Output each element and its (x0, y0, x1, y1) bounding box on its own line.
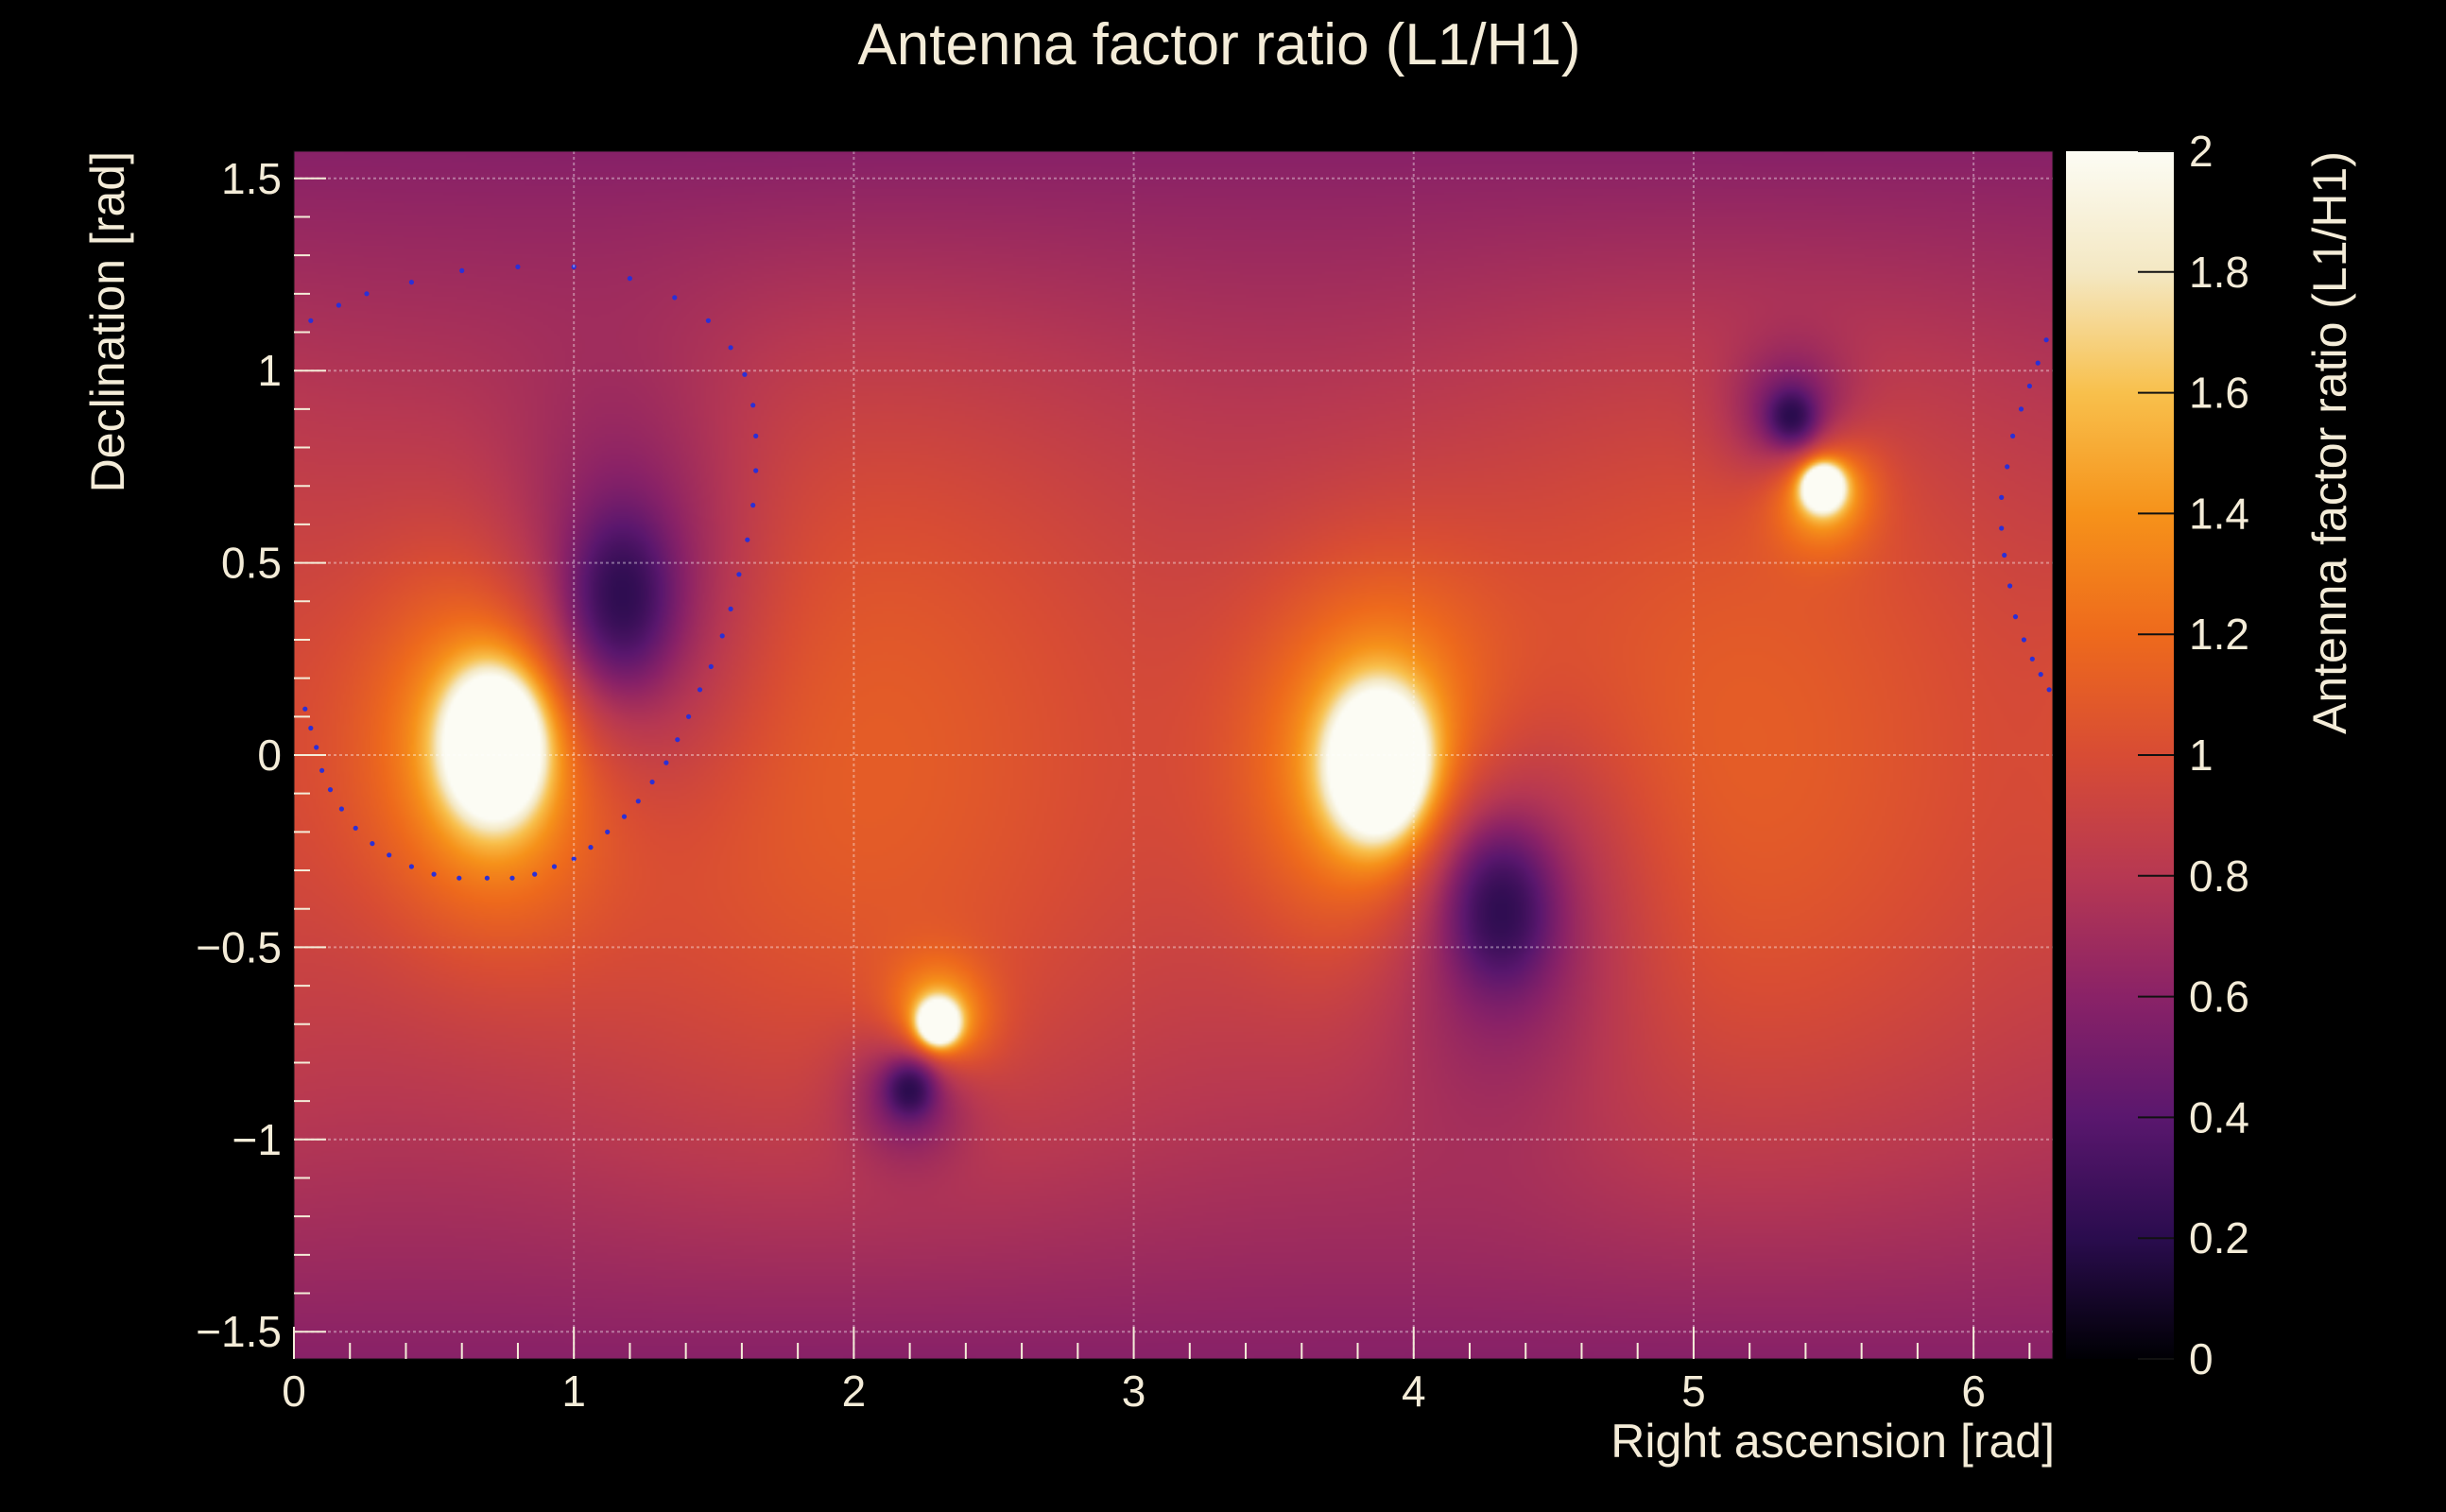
contour-dot (314, 745, 319, 750)
y-tick-label: −0.5 (196, 922, 282, 971)
contour-dot (728, 606, 733, 612)
contour-dot (750, 503, 756, 508)
contour-dot (338, 806, 344, 812)
contour-dot (663, 760, 669, 765)
y-tick-label: −1.5 (196, 1307, 282, 1356)
colorbar-tick-label: 1.4 (2189, 489, 2249, 538)
contour-dot (742, 371, 748, 377)
contour-dot (697, 687, 703, 693)
contour-dot (353, 825, 358, 831)
x-tick-label: 6 (1961, 1366, 1986, 1416)
contour-dot (705, 318, 712, 323)
contour-dot (728, 345, 733, 351)
contour-dot (627, 276, 633, 282)
contour-dot (2005, 464, 2010, 470)
contour-dot (2038, 672, 2043, 678)
colorbar-tick-label: 0.4 (2189, 1092, 2249, 1142)
y-axis-label: Declination [rad] (81, 151, 134, 492)
chart-title: Antenna factor ratio (L1/H1) (857, 12, 1580, 77)
contour-dot (459, 267, 465, 273)
y-tick-label: 1.5 (221, 154, 282, 203)
contour-dot (675, 737, 680, 743)
colorbar-tick-label: 1.8 (2189, 248, 2249, 297)
x-axis-label: Right ascension [rad] (1611, 1415, 2055, 1468)
contour-dot (750, 403, 756, 408)
contour-dot (2021, 637, 2026, 643)
y-tick-label: 0 (257, 730, 282, 780)
contour-dot (327, 787, 334, 793)
contour-dot (456, 875, 462, 881)
contour-dot (2010, 433, 2016, 438)
contour-dot (387, 852, 392, 858)
contour-dot (635, 799, 641, 804)
contour-dot (753, 468, 759, 473)
contour-dot (308, 725, 314, 731)
contour-dot (621, 814, 628, 819)
contour-dot (745, 537, 750, 542)
colorbar-tick-label: 0.6 (2189, 972, 2249, 1022)
colorbar-tick-labels: 0 0.2 0.4 0.6 0.8 1 1.2 1.4 1.6 1.8 2 (2189, 127, 2249, 1383)
contour-dot (551, 864, 558, 869)
y-tick-label: 0.5 (221, 539, 282, 588)
contour-dot (408, 280, 414, 285)
contour-dot (1999, 494, 2005, 501)
contour-dot (1999, 525, 2005, 531)
x-tick-label: 0 (282, 1366, 306, 1416)
contour-dot (319, 767, 325, 773)
contour-dot (302, 706, 308, 712)
contour-dot (2046, 687, 2052, 693)
colorbar-label: Antenna factor ratio (L1/H1) (2303, 151, 2356, 734)
contour-dot (2007, 583, 2013, 589)
contour-dot (672, 295, 678, 301)
contour-dot (2018, 406, 2024, 412)
colorbar-tick-label: 1.6 (2189, 369, 2249, 418)
x-tick-label: 1 (561, 1366, 586, 1416)
y-tick-label: 1 (257, 346, 282, 395)
contour-dot (408, 864, 414, 869)
contour-dot (571, 264, 577, 269)
contour-dot (2026, 383, 2032, 389)
colorbar-tick-label: 0.8 (2189, 851, 2249, 901)
contour-dot (588, 845, 594, 850)
contour-dot (686, 713, 692, 719)
contour-dot (2043, 337, 2049, 343)
contour-dot (370, 841, 375, 847)
contour-dot (2029, 656, 2035, 662)
contour-dot (509, 875, 515, 881)
colorbar-tick-label: 0 (2189, 1334, 2213, 1383)
contour-dot (364, 291, 370, 297)
contour-dot (719, 633, 725, 639)
contour-dot (605, 829, 611, 835)
x-tick-label: 3 (1122, 1366, 1146, 1416)
x-tick-label: 5 (1681, 1366, 1706, 1416)
contour-dot (753, 433, 759, 438)
grid-lines (294, 151, 2053, 1359)
contour-dot (484, 875, 491, 881)
colorbar-ticks (2138, 150, 2174, 1360)
contour-dot (336, 302, 341, 308)
contour-dot (308, 318, 314, 323)
contour-dot (2035, 360, 2041, 366)
colorbar-tick-label: 1 (2189, 730, 2213, 780)
contour-dot (708, 663, 714, 670)
contour-dot (571, 856, 577, 862)
axis-ticks (293, 177, 2031, 1359)
contour-dot (532, 871, 538, 877)
contour-dot (649, 779, 655, 785)
colorbar-tick-label: 2 (2189, 127, 2213, 176)
y-tick-label: −1 (233, 1115, 282, 1164)
contour-dot (2012, 614, 2019, 620)
contour-dot (431, 871, 437, 877)
tick-labels: 0 1 2 3 4 5 6 −1.5 −1 −0.5 0 0.5 1 1.5 (196, 154, 1986, 1416)
contour-dot (736, 572, 742, 577)
heatmap-surface (294, 151, 2053, 1359)
contour-dot (515, 264, 521, 269)
contour-dot (2002, 552, 2007, 558)
colorbar-tick-label: 1.2 (2189, 610, 2249, 659)
x-tick-label: 4 (1402, 1366, 1426, 1416)
contour-overlay (302, 264, 2052, 881)
x-tick-label: 2 (842, 1366, 867, 1416)
colorbar-tick-label: 0.2 (2189, 1213, 2249, 1263)
